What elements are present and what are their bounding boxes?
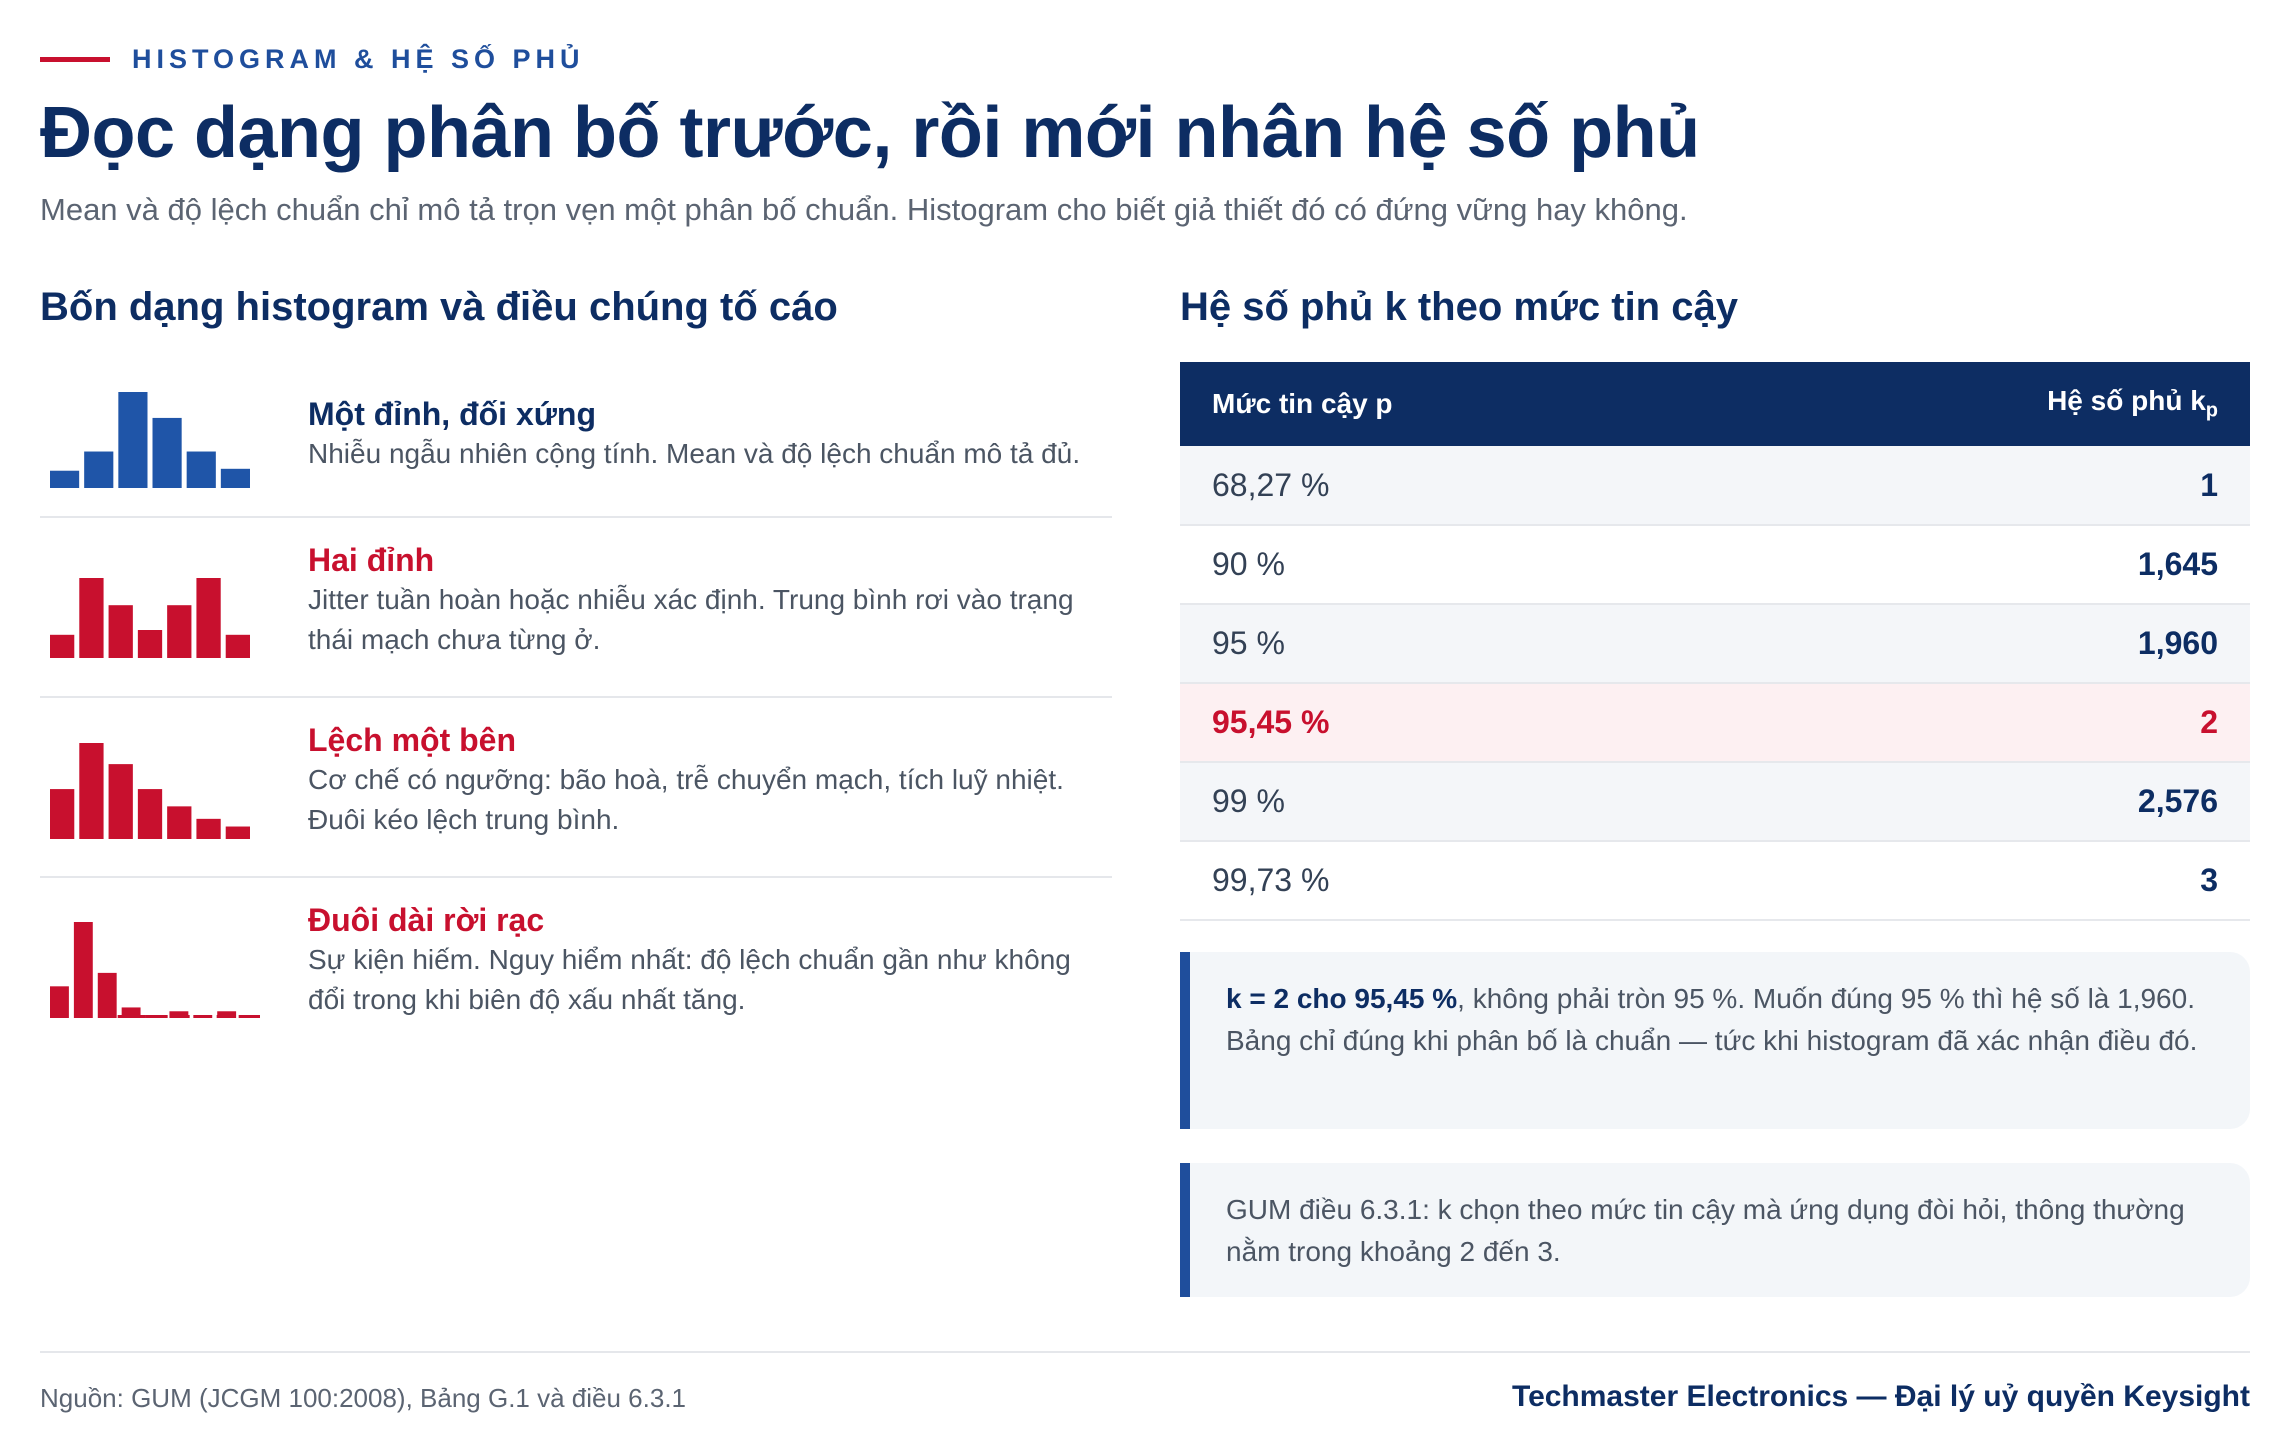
- histogram-graphic: [40, 518, 308, 696]
- coverage-cell: 3: [1725, 841, 2250, 921]
- table-row: 68,27 % 1: [1180, 446, 2250, 526]
- column-header-coverage: Hệ số phủ kp: [1725, 362, 2250, 446]
- coverage-cell: 1,645: [1725, 525, 2250, 605]
- page-subtitle: Mean và độ lệch chuẩn chỉ mô tả trọn vẹn…: [40, 192, 1688, 227]
- histogram-item-desc: Jitter tuần hoàn hoặc nhiễu xác định. Tr…: [308, 584, 1074, 655]
- table-header-row: Mức tin cậy p Hệ số phủ kp: [1180, 362, 2250, 446]
- column-header-confidence: Mức tin cậy p: [1180, 362, 1726, 446]
- histogram-bar: [108, 605, 133, 658]
- histogram-bar: [152, 417, 182, 488]
- coverage-cell: 1,960: [1725, 604, 2250, 684]
- histogram-item: Đuôi dài rời rạc Sự kiện hiếm. Nguy hiểm…: [40, 878, 1112, 1038]
- confidence-cell: 99 %: [1180, 762, 1726, 842]
- coverage-cell: 2: [1725, 683, 2250, 763]
- histogram-graphic: [40, 362, 308, 516]
- histogram-item-name: Hai đỉnh: [308, 542, 435, 578]
- histogram-bar: [241, 1015, 260, 1018]
- histogram-graphic: [40, 878, 308, 1038]
- histogram-bar: [196, 818, 221, 839]
- footer-source: Nguồn: GUM (JCGM 100:2008), Bảng G.1 và …: [40, 1383, 687, 1413]
- page-title: Đọc dạng phân bố trước, rồi mới nhân hệ …: [40, 93, 1700, 173]
- footer-brand: Techmaster Electronics — Đại lý uỷ quyền…: [1511, 1380, 2250, 1413]
- coverage-cell: 2,576: [1725, 762, 2250, 842]
- histogram-bar: [84, 451, 114, 488]
- histogram-list: Một đỉnh, đối xứng Nhiễu ngẫu nhiên cộng…: [40, 362, 1112, 1038]
- confidence-cell: 68,27 %: [1180, 446, 1726, 526]
- histogram-bar: [167, 605, 192, 658]
- histogram-item-desc: Sự kiện hiếm. Nguy hiểm nhất: độ lệch ch…: [308, 944, 1071, 1015]
- histogram-bar: [73, 922, 93, 1018]
- histogram-bar: [217, 1011, 237, 1018]
- histogram-bar: [108, 764, 133, 839]
- table-row-highlighted: 95,45 % 2: [1180, 683, 2250, 763]
- histogram-graphic: [40, 698, 308, 876]
- table-row: 90 % 1,645: [1180, 525, 2250, 605]
- gum-note-text: GUM điều 6.3.1: k chọn theo mức tin cậy …: [1226, 1194, 2185, 1267]
- histogram-bar: [225, 826, 250, 839]
- histogram-bar: [225, 634, 250, 658]
- histogram-bar: [137, 789, 163, 839]
- confidence-cell: 90 %: [1180, 525, 1726, 605]
- histogram-bar: [50, 470, 80, 488]
- histogram-bar: [118, 392, 148, 488]
- table-row: 99,73 % 3: [1180, 841, 2250, 921]
- histogram-bar: [186, 451, 216, 488]
- histogram-section-title: Bốn dạng histogram và điều chúng tố cáo: [40, 285, 838, 329]
- histogram-bar: [167, 806, 192, 839]
- histogram-skewed-chart: [50, 743, 250, 839]
- histogram-symmetric-chart: [50, 392, 250, 488]
- histogram-item: Hai đỉnh Jitter tuần hoàn hoặc nhiễu xác…: [40, 518, 1112, 698]
- histogram-bar: [50, 789, 75, 839]
- histogram-bar: [137, 630, 163, 658]
- histogram-bimodal-chart: [50, 578, 250, 658]
- footer-divider: [40, 1351, 2250, 1353]
- histogram-item-name: Lệch một bên: [308, 722, 517, 758]
- histogram-bar: [97, 972, 117, 1018]
- histogram-bar: [121, 1007, 141, 1018]
- coverage-section-title: Hệ số phủ k theo mức tin cậy: [1180, 285, 1738, 329]
- histogram-bar: [79, 743, 104, 839]
- eyebrow-accent-line: [40, 57, 110, 62]
- histogram-bar: [196, 578, 221, 658]
- histogram-item-name: Một đỉnh, đối xứng: [308, 396, 596, 432]
- eyebrow: HISTOGRAM & HỆ SỐ PHỦ: [40, 44, 585, 75]
- eyebrow-text: HISTOGRAM & HỆ SỐ PHỦ: [132, 44, 585, 74]
- coverage-note-text: , không phải tròn 95 %. Muốn đúng 95 % t…: [1226, 983, 2198, 1056]
- histogram-item: Một đỉnh, đối xứng Nhiễu ngẫu nhiên cộng…: [40, 362, 1112, 518]
- histogram-bar: [169, 1011, 189, 1018]
- histogram-item: Lệch một bên Cơ chế có ngưỡng: bão hoà, …: [40, 698, 1112, 878]
- histogram-bar: [50, 986, 69, 1018]
- histogram-bar: [193, 1015, 213, 1018]
- histogram-bar: [79, 578, 104, 658]
- histogram-item-desc: Cơ chế có ngưỡng: bão hoà, trễ chuyển mạ…: [308, 764, 1064, 835]
- gum-note: GUM điều 6.3.1: k chọn theo mức tin cậy …: [1180, 1163, 2250, 1297]
- histogram-bar: [220, 468, 250, 488]
- coverage-factor-table: Mức tin cậy p Hệ số phủ kp 68,27 % 1 90 …: [1180, 362, 2250, 921]
- table-row: 95 % 1,960: [1180, 604, 2250, 684]
- confidence-cell: 95,45 %: [1180, 683, 1726, 763]
- confidence-cell: 95 %: [1180, 604, 1726, 684]
- histogram-bar: [145, 1015, 165, 1018]
- histogram-bar: [50, 634, 75, 658]
- histogram-item-desc: Nhiễu ngẫu nhiên cộng tính. Mean và độ l…: [308, 438, 1081, 469]
- coverage-cell: 1: [1725, 446, 2250, 526]
- histogram-long-tail-chart: [50, 922, 260, 1018]
- confidence-cell: 99,73 %: [1180, 841, 1726, 921]
- histogram-item-name: Đuôi dài rời rạc: [308, 902, 545, 938]
- coverage-note-emphasis: k = 2 cho 95,45 %: [1226, 983, 1458, 1014]
- coverage-note: k = 2 cho 95,45 %, không phải tròn 95 %.…: [1180, 952, 2250, 1129]
- table-row: 99 % 2,576: [1180, 762, 2250, 842]
